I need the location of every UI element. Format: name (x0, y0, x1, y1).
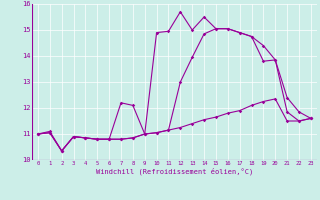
X-axis label: Windchill (Refroidissement éolien,°C): Windchill (Refroidissement éolien,°C) (96, 168, 253, 175)
